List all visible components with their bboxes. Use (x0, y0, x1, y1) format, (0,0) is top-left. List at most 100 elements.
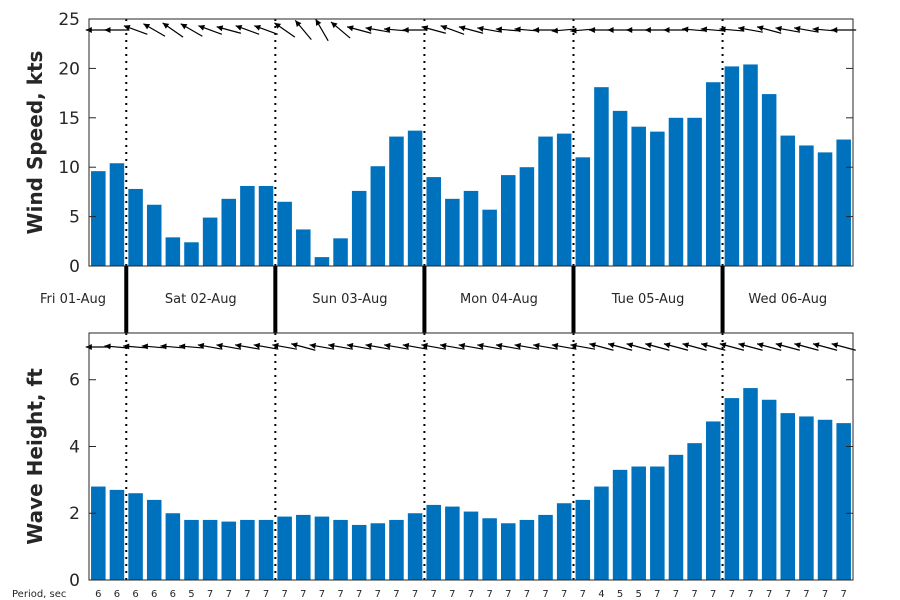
wave-bar (799, 416, 814, 580)
wind-ytick-label: 25 (58, 10, 80, 30)
wave-direction-arrow-icon (626, 342, 651, 351)
wind-bar (351, 190, 367, 266)
period-value: 7 (785, 589, 791, 600)
period-value: 7 (822, 589, 828, 600)
wave-direction-arrow-icon (346, 342, 372, 350)
period-value: 7 (542, 589, 548, 600)
wind-direction-arrow-icon (180, 23, 203, 37)
day-label: Wed 06-Aug (748, 292, 827, 307)
wind-direction-arrow-icon (104, 27, 130, 33)
period-value: 7 (654, 589, 660, 600)
period-value: 7 (561, 589, 567, 600)
wind-ytick-label: 5 (69, 208, 80, 228)
period-value: 7 (691, 589, 697, 600)
wave-bar (296, 514, 311, 580)
period-value: 7 (226, 589, 232, 600)
period-value: 7 (449, 589, 455, 600)
wind-bar (314, 257, 330, 266)
wind-speed-panel: 0 5 10 15 20 25 Wind Speed, kts (23, 10, 857, 277)
wave-direction-arrow-icon (458, 342, 484, 350)
wind-direction-arrow-icon (794, 25, 819, 33)
wave-direction-arrow-icon (570, 342, 596, 350)
wave-direction-arrow-icon (384, 342, 409, 350)
wave-direction-arrow-icon (439, 342, 465, 350)
period-value: 7 (468, 589, 474, 600)
wind-bar (594, 87, 609, 266)
wave-direction-arrow-icon (178, 343, 204, 350)
wave-plot-frame (88, 332, 854, 581)
wind-bar (91, 171, 106, 266)
wind-direction-arrow-icon (254, 24, 278, 35)
wave-direction-arrow-icon (701, 342, 726, 351)
wave-bar (687, 443, 702, 580)
wave-direction-arrow-icon (291, 342, 316, 351)
period-value: 6 (132, 589, 138, 600)
wave-bar (445, 506, 460, 580)
wave-bar (277, 516, 292, 580)
wind-bar (202, 217, 218, 266)
wind-bar (519, 167, 535, 266)
wave-direction-arrow-icon (533, 342, 558, 350)
wind-direction-arrow-icon (775, 25, 801, 33)
wind-bar (277, 201, 292, 266)
wind-direction-arrow-icon (365, 25, 391, 33)
wave-direction-arrow-icon (234, 342, 260, 350)
wave-bar (650, 466, 665, 580)
wind-bar (650, 131, 665, 266)
wave-bar (836, 423, 851, 580)
period-value: 7 (300, 589, 306, 600)
wave-direction-arrow-icon (607, 342, 633, 351)
wave-bar (91, 486, 106, 580)
wind-direction-arrow-icon (719, 26, 745, 33)
period-value: 7 (244, 589, 250, 600)
wave-bar (817, 419, 833, 580)
period-value: 7 (673, 589, 679, 600)
wind-direction-arrow-icon (421, 25, 446, 34)
wind-bar (109, 163, 125, 266)
wind-direction-arrow-icon (216, 25, 241, 34)
wave-direction-arrow-icon (402, 342, 428, 350)
wind-bar (556, 133, 572, 266)
wind-bar (407, 130, 423, 266)
period-value: 7 (375, 589, 381, 600)
wave-bar (221, 521, 237, 580)
wave-direction-arrow-icon (495, 342, 521, 350)
wind-bar (296, 229, 311, 266)
wave-bar (165, 513, 181, 580)
wind-bar (128, 188, 143, 266)
wind-bar (501, 175, 516, 266)
wind-bar (612, 110, 628, 266)
wind-direction-arrow-icon (143, 23, 166, 37)
period-value: 5 (188, 589, 194, 600)
wind-direction-arrow-icon (315, 18, 329, 42)
wave-bar (202, 519, 218, 580)
wave-bar (463, 511, 479, 580)
wind-bar (799, 145, 814, 266)
wave-direction-arrow-icon (123, 343, 149, 350)
period-value: 7 (803, 589, 809, 600)
wind-bar (761, 94, 777, 266)
day-label: Sat 02-Aug (165, 292, 237, 307)
wave-direction-arrow-icon (365, 342, 391, 350)
period-value: 7 (729, 589, 735, 600)
wave-bar (631, 466, 646, 580)
wind-bar (780, 135, 796, 266)
wave-bar (426, 504, 441, 580)
wave-bar (146, 499, 162, 580)
wind-bar (165, 237, 181, 266)
wave-bar (389, 519, 404, 580)
wind-direction-arrow-icon (162, 22, 184, 38)
period-row: Period, sec 6 6 6 6 6 5 7 7 7 7 7 7 7 7 7 7 7 7 7 7 7 7 7 7 7 7 7 4… (12, 589, 847, 600)
wind-ytick-label: 10 (58, 158, 80, 178)
wind-direction-arrow-icon (756, 25, 782, 34)
wind-bar (370, 166, 386, 266)
wind-ytick-label: 0 (69, 257, 80, 277)
wave-bar (556, 503, 572, 580)
period-value: 7 (524, 589, 530, 600)
wave-bar (612, 469, 628, 580)
wind-direction-arrow-icon (477, 25, 503, 33)
wind-bar (743, 64, 758, 266)
wave-bar (538, 514, 553, 580)
wind-direction-arrow-icon (682, 26, 708, 33)
period-value: 7 (412, 589, 418, 600)
